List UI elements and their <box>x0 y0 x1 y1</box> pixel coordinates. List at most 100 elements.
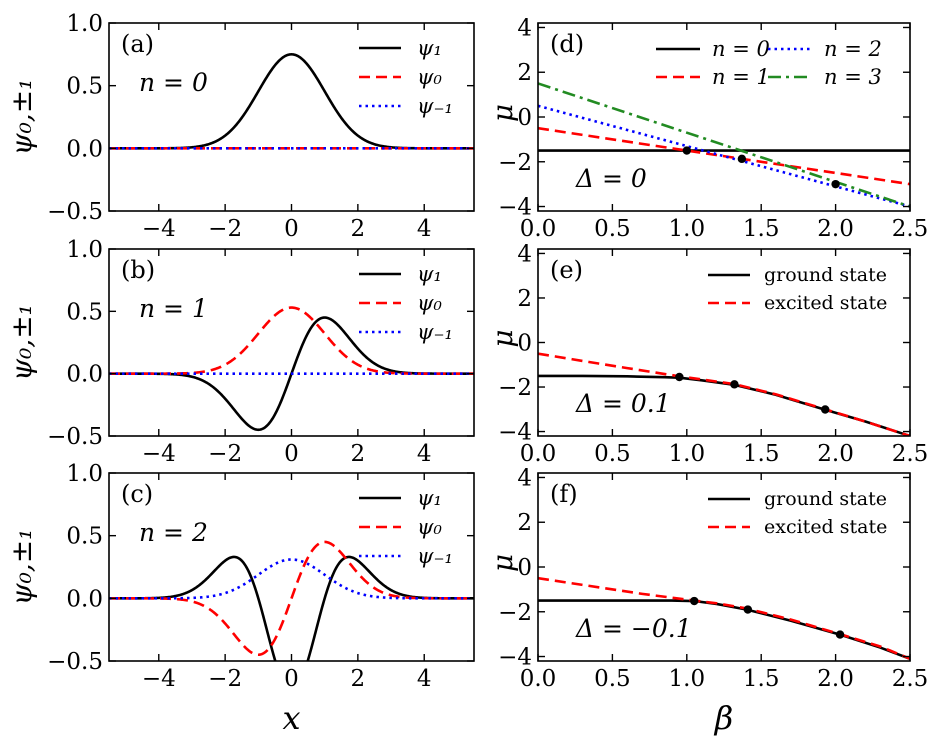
y-axis-label: μ <box>486 329 519 347</box>
y-tick-label: −4 <box>498 645 532 671</box>
panel-e: 0.0 0.5 1.0 1.5 2.0 2.5 −4 −2 0 2 4 μ (e) Δ = 0.1 grou… <box>486 241 928 467</box>
y-tick-label: 0 <box>517 105 532 131</box>
marker-dot <box>690 596 699 606</box>
marker-dot <box>737 154 747 164</box>
y-axis-label: μ <box>486 104 519 122</box>
annotation: n = 2 <box>139 518 208 547</box>
x-tick-label: −4 <box>142 666 176 692</box>
marker-dot <box>831 179 840 189</box>
x-tick-label: 0 <box>284 441 299 467</box>
y-tick-label: 0.0 <box>66 136 103 162</box>
marker-dot <box>675 372 684 382</box>
legend-label: n = 3 <box>824 65 882 89</box>
series-line-1 <box>538 352 910 436</box>
x-tick-label: 2.0 <box>817 666 854 692</box>
y-tick-label: 0 <box>517 331 532 357</box>
y-tick-label: −4 <box>498 195 532 221</box>
y-tick-label: −0.5 <box>47 199 103 225</box>
legend-label: ground state <box>764 264 887 286</box>
legend-label: n = 0 <box>712 37 770 61</box>
x-tick-label: −2 <box>208 666 242 692</box>
y-tick-label: 0 <box>517 555 532 581</box>
y-tick-label: 1.0 <box>66 237 103 263</box>
legend-label: ψ₋₁ <box>417 544 453 568</box>
y-tick-label: 1.0 <box>66 461 103 487</box>
x-tick-label: −4 <box>142 216 176 242</box>
legend-label: ψ₀ <box>417 515 442 539</box>
x-tick-label: 0 <box>284 216 299 242</box>
plot-area <box>109 53 474 150</box>
marker-dot <box>730 380 739 389</box>
plot-area <box>109 306 474 432</box>
y-tick-label: 2 <box>517 60 532 86</box>
x-tick-label: −2 <box>208 441 242 467</box>
y-tick-label: 4 <box>517 15 532 41</box>
marker-dot <box>682 146 691 155</box>
y-axis-label: μ <box>486 554 519 572</box>
legend-label: ψ₀ <box>417 65 442 89</box>
y-tick-label: 2 <box>517 286 532 312</box>
marker-dot <box>835 630 845 639</box>
x-tick-label: 1.0 <box>669 441 706 467</box>
y-tick-label: 0.5 <box>66 524 103 550</box>
x-tick-label: −2 <box>208 216 242 242</box>
x-tick-label: 0 <box>284 666 299 692</box>
panel-a: −4 −2 0 2 4 −0.5 0.0 0.5 1.0 ψ₀,±₁ (a) n = 0 ψ₁ ψ₀ ψ₋₁ <box>5 11 475 242</box>
legend-label: n = 1 <box>712 65 770 89</box>
panel-f: 0.0 0.5 1.0 1.5 2.0 2.5 −4 −2 0 2 4 μ β (f) Δ = −0.1 gr… <box>486 465 928 737</box>
y-tick-label: −2 <box>498 150 532 176</box>
x-tick-label: 1.5 <box>743 441 780 467</box>
legend-label: excited state <box>764 516 887 538</box>
y-axis-label: ψ₀,±₁ <box>5 304 38 381</box>
y-tick-label: 0.5 <box>66 74 103 100</box>
x-axis-label: x <box>282 699 300 737</box>
x-tick-label: 1.0 <box>669 666 706 692</box>
panel-b: −4 −2 0 2 4 −0.5 0.0 0.5 1.0 ψ₀,±₁ (b) n = 1 ψ₁ ψ₀ ψ₋₁ <box>5 237 475 467</box>
x-tick-label: 1.0 <box>669 216 706 242</box>
x-tick-label: 0.0 <box>520 666 557 692</box>
y-tick-label: −4 <box>498 420 532 446</box>
y-tick-label: 0.0 <box>66 586 103 612</box>
legend-label: ψ₋₁ <box>417 94 453 118</box>
x-tick-label: 2.0 <box>817 441 854 467</box>
y-tick-label: −2 <box>498 600 532 626</box>
plot-area <box>538 82 910 208</box>
panel-tag: (f) <box>550 480 578 508</box>
legend-label: ψ₁ <box>417 486 442 510</box>
series-line-1 <box>538 576 910 660</box>
y-tick-label: −0.5 <box>47 649 103 675</box>
panel-c: −4 −2 0 2 4 −0.5 0.0 0.5 1.0 ψ₀,±₁ x (c) n = 2 ψ₁ ψ₀ ψ₋… <box>5 461 475 737</box>
x-tick-label: 0.0 <box>520 441 557 467</box>
legend-label: ψ₁ <box>417 36 442 60</box>
x-tick-label: 4 <box>417 216 432 242</box>
annotation: Δ = 0 <box>575 164 647 193</box>
series-line-2 <box>109 558 474 600</box>
x-tick-label: 4 <box>417 441 432 467</box>
x-tick-label: 2 <box>351 216 366 242</box>
x-tick-label: −4 <box>142 441 176 467</box>
legend-label: ψ₀ <box>417 291 442 315</box>
legend-label: excited state <box>764 292 887 314</box>
y-tick-label: 4 <box>517 241 532 267</box>
x-tick-label: 4 <box>417 666 432 692</box>
legend-label: ground state <box>764 488 887 510</box>
annotation: n = 0 <box>139 68 208 97</box>
marker-dot <box>820 405 830 414</box>
y-tick-label: 1.0 <box>66 11 103 37</box>
y-tick-label: 4 <box>517 465 532 491</box>
legend-label: ψ₋₁ <box>417 320 453 344</box>
annotation: Δ = 0.1 <box>575 389 671 418</box>
x-axis-label: β <box>714 699 734 737</box>
y-tick-label: 2 <box>517 510 532 536</box>
y-axis-label: ψ₀,±₁ <box>5 529 38 606</box>
annotation: Δ = −0.1 <box>575 614 692 643</box>
x-tick-label: 0.5 <box>594 666 631 692</box>
y-tick-label: 0.5 <box>66 299 103 325</box>
plot-area <box>538 352 910 436</box>
y-tick-label: 0.0 <box>66 362 103 388</box>
x-tick-label: 2 <box>351 441 366 467</box>
y-tick-label: −2 <box>498 375 532 401</box>
x-tick-label: 2.5 <box>892 441 929 467</box>
x-tick-label: 0.0 <box>520 216 557 242</box>
